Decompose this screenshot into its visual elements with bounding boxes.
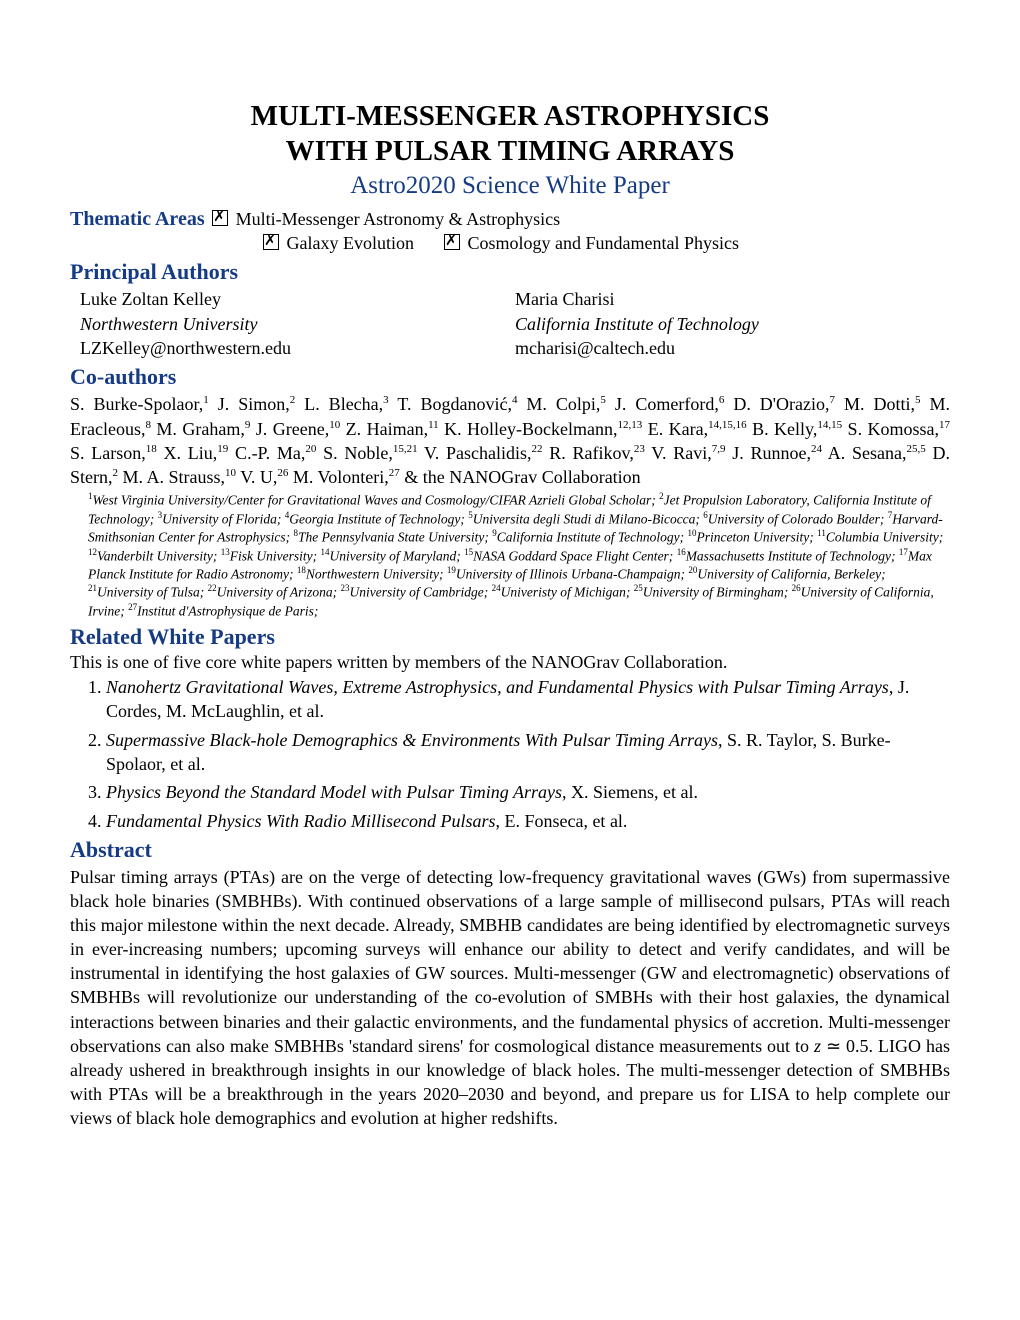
author-affiliation: Northwestern University — [80, 312, 515, 336]
principal-author-2: Maria Charisi California Institute of Te… — [515, 287, 950, 360]
abstract-text: Pulsar timing arrays (PTAs) are on the v… — [70, 865, 950, 1130]
related-paper-item: Physics Beyond the Standard Model with P… — [106, 780, 950, 804]
related-paper-title: Supermassive Black-hole Demographics & E… — [106, 730, 718, 750]
thematic-area-2: Galaxy Evolution — [287, 233, 414, 253]
affiliations-list: 1West Virginia University/Center for Gra… — [88, 491, 950, 620]
author-email: mcharisi@caltech.edu — [515, 336, 950, 360]
related-papers-list: Nanohertz Gravitational Waves, Extreme A… — [106, 675, 950, 833]
section-abstract: Abstract — [70, 837, 950, 863]
thematic-area-1: Multi-Messenger Astronomy & Astrophysics — [236, 209, 561, 229]
checkbox-icon — [444, 234, 460, 250]
thematic-label: Thematic Areas — [70, 208, 205, 230]
related-paper-item: Fundamental Physics With Radio Milliseco… — [106, 809, 950, 833]
thematic-areas: Thematic Areas Multi-Messenger Astronomy… — [70, 206, 950, 255]
checkbox-icon — [263, 234, 279, 250]
related-intro: This is one of five core white papers wr… — [70, 652, 950, 673]
coauthors-list: S. Burke-Spolaor,1 J. Simon,2 L. Blecha,… — [70, 392, 950, 489]
section-coauthors: Co-authors — [70, 364, 950, 390]
title-line-1: MULTI-MESSENGER ASTROPHYSICS — [70, 100, 950, 133]
related-paper-title: Physics Beyond the Standard Model with P… — [106, 782, 562, 802]
title-line-2: WITH PULSAR TIMING ARRAYS — [70, 135, 950, 168]
author-name: Maria Charisi — [515, 287, 950, 311]
thematic-area-3: Cosmology and Fundamental Physics — [467, 233, 739, 253]
related-paper-rest: , E. Fonseca, et al. — [495, 811, 627, 831]
principal-authors-row: Luke Zoltan Kelley Northwestern Universi… — [80, 287, 950, 360]
subtitle: Astro2020 Science White Paper — [70, 172, 950, 200]
author-name: Luke Zoltan Kelley — [80, 287, 515, 311]
paper-page: MULTI-MESSENGER ASTROPHYSICS WITH PULSAR… — [0, 0, 1020, 1320]
author-email: LZKelley@northwestern.edu — [80, 336, 515, 360]
section-principal-authors: Principal Authors — [70, 259, 950, 285]
related-paper-item: Nanohertz Gravitational Waves, Extreme A… — [106, 675, 950, 724]
related-paper-title: Nanohertz Gravitational Waves, Extreme A… — [106, 677, 889, 697]
author-affiliation: California Institute of Technology — [515, 312, 950, 336]
principal-author-1: Luke Zoltan Kelley Northwestern Universi… — [80, 287, 515, 360]
checkbox-icon — [212, 210, 228, 226]
related-paper-item: Supermassive Black-hole Demographics & E… — [106, 728, 950, 777]
related-paper-rest: , X. Siemens, et al. — [562, 782, 698, 802]
related-paper-title: Fundamental Physics With Radio Milliseco… — [106, 811, 495, 831]
section-related: Related White Papers — [70, 624, 950, 650]
